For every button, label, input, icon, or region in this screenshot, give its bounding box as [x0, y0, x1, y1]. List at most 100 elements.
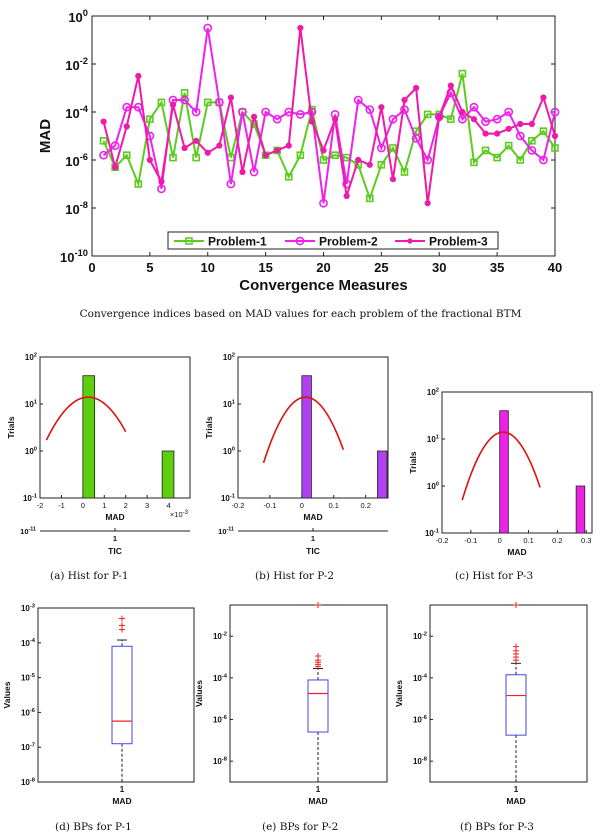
normal-fit-curve: [461, 431, 541, 501]
data-point-p1: [203, 98, 212, 107]
x-tick-label: 0.2: [552, 536, 562, 545]
y-tick-label: 100: [25, 446, 37, 456]
x-tick-label: 20: [316, 260, 330, 275]
data-point-p1: [99, 137, 108, 145]
x-tick-label: 0: [498, 536, 502, 545]
y-tick-label: 10-2: [213, 632, 227, 642]
y-axis-label: Values: [394, 680, 404, 707]
data-point-p2: [481, 117, 490, 126]
data-point-p1: [516, 156, 525, 164]
data-point-p2: [550, 107, 560, 117]
tic-corner-label: 10-11: [20, 527, 36, 536]
data-point-p3: [470, 116, 478, 123]
data-point-p3: [308, 118, 316, 125]
tic-tick-label: 1: [113, 534, 117, 543]
y-tick-label: 102: [427, 387, 439, 397]
y-tick-label: 10-8: [213, 757, 228, 767]
data-point-p3: [204, 149, 211, 156]
y-tick-label: 10-8: [413, 757, 428, 767]
legend-label: Problem-3: [429, 235, 488, 249]
data-point-p2: [365, 105, 375, 114]
x-axis-label: MAD: [112, 796, 131, 806]
caption-hist-p2: (b) Hist for P-2: [255, 570, 334, 582]
data-point-p3: [239, 168, 246, 176]
y-axis-label: Trials: [408, 451, 418, 473]
data-point-p1: [134, 180, 143, 188]
box-frame: [429, 604, 588, 783]
data-point-p3: [447, 82, 454, 89]
y-tick-label: 10-4: [65, 104, 89, 121]
caption-hist-p3: (c) Hist for P-3: [455, 570, 534, 582]
x-tick-label: 10: [201, 260, 215, 275]
data-point-p3: [181, 144, 188, 152]
data-point-p3: [216, 142, 223, 149]
data-point-p1: [169, 153, 177, 162]
data-point-p1: [377, 161, 386, 169]
iqr-box: [307, 679, 329, 733]
data-point-p3: [262, 152, 269, 159]
y-axis-label: Trials: [204, 416, 214, 438]
caption-box-p2: (e) BPs for P-2: [262, 821, 339, 833]
data-point-p2: [99, 150, 108, 160]
iqr-box: [111, 645, 133, 745]
x-tick-label: 5: [146, 260, 153, 275]
y-tick-label: 10-4: [213, 673, 228, 683]
x-axis-label: Convergence Measures: [239, 277, 407, 294]
data-point-p1: [319, 156, 328, 164]
hist-bar: [161, 450, 175, 499]
data-point-p3: [482, 130, 489, 137]
data-point-p3: [528, 120, 535, 128]
data-point-p2: [261, 107, 271, 117]
caption-box-p1: (d) BPs for P-1: [55, 821, 132, 833]
x-axis-label: MAD: [507, 547, 526, 557]
y-tick-label: 10-7: [21, 743, 35, 753]
y-tick-label: 10-6: [413, 715, 427, 725]
x-axis-label: MAD: [303, 512, 322, 522]
histogram-p3: 10-1 100 101 102 -0.2 -0.1 0 0.1 0.2 0.3 MAD Trials: [408, 387, 593, 557]
normal-fit-curve: [45, 396, 127, 441]
data-point-p2: [226, 179, 236, 189]
y-tick-label: 101: [223, 399, 236, 409]
data-point-p3: [297, 24, 304, 32]
legend: Problem-1 Problem-2 Problem-3: [167, 231, 499, 250]
x-tick-label: 1: [120, 785, 125, 794]
data-point-p2: [203, 23, 213, 33]
data-point-p2: [238, 107, 247, 117]
y-tick-label: 10-6: [21, 708, 35, 718]
y-axis-label: Values: [2, 681, 12, 708]
data-point-p3: [413, 84, 420, 92]
y-tick-label: 10-8: [65, 200, 88, 217]
x-tick-label: 25: [374, 260, 388, 275]
y-axis-label: Trials: [6, 416, 16, 438]
legend-label: Problem-2: [319, 235, 378, 249]
legend-marker: [185, 237, 193, 245]
data-point-p1: [458, 69, 467, 78]
x-tick-label: 4: [166, 501, 170, 510]
data-point-p2: [249, 167, 259, 177]
data-point-p2: [504, 107, 514, 117]
data-point-p3: [227, 94, 234, 101]
data-point-p1: [539, 127, 548, 135]
data-point-p1: [331, 151, 339, 159]
data-point-p2: [527, 145, 537, 155]
data-point-p3: [459, 108, 466, 116]
x-tick-label: 30: [432, 260, 446, 275]
hist-frame: [237, 356, 389, 499]
x-axis-label: MAD: [506, 796, 525, 806]
y-tick-label: 10-5: [21, 673, 36, 683]
data-point-p1: [470, 158, 478, 167]
x-tick-label: 0.1: [329, 501, 339, 510]
data-point-p2: [388, 114, 398, 124]
data-point-p3: [169, 101, 177, 108]
y-tick-label: 10-3: [21, 603, 35, 613]
main-caption: Convergence indices based on MAD values …: [79, 308, 522, 320]
data-point-p3: [389, 176, 397, 183]
y-tick-label: 100: [68, 8, 88, 25]
x-tick-label: 0.2: [360, 501, 370, 510]
data-point-p1: [551, 144, 559, 152]
histogram-p1: 10-1 100 101 102 -2 -1 0 1 2 3 4 MAD Trials ×10-3 1 TIC…: [6, 352, 191, 556]
y-tick-label: 100: [223, 446, 235, 456]
y-tick-label: 10-6: [65, 152, 88, 169]
x-tick-label: -0.1: [263, 501, 276, 510]
data-point-p2: [214, 98, 224, 107]
